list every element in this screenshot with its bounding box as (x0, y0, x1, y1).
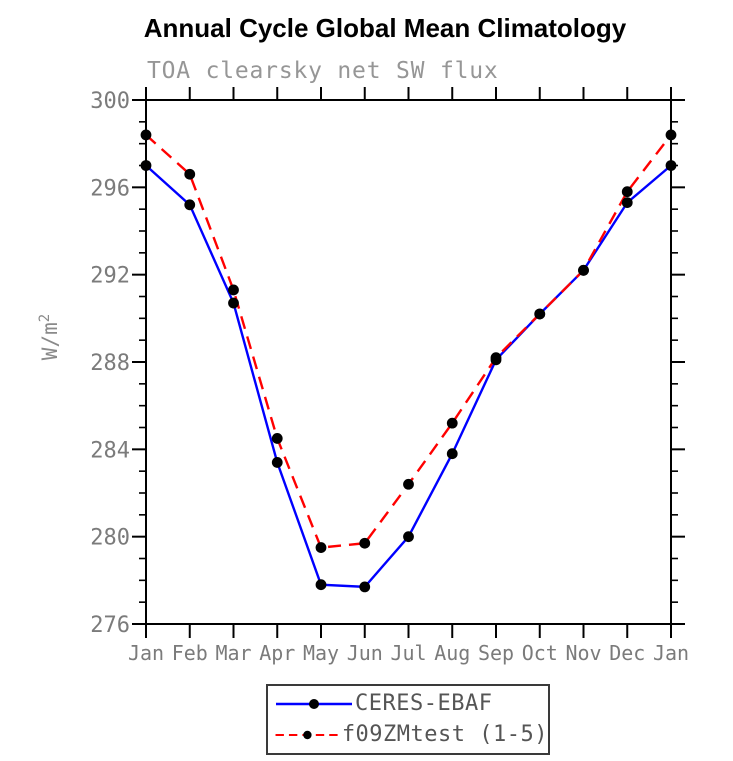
x-tick-label: Jan (653, 641, 689, 665)
x-tick-label: Mar (215, 641, 251, 665)
data-point-marker (446, 448, 458, 460)
x-tick-label: Apr (259, 641, 295, 665)
legend-box: CERES-EBAF f09ZMtest (1-5) (266, 684, 550, 755)
legend-line-sample (275, 731, 340, 740)
y-tick-label: 276 (90, 613, 130, 638)
data-point-marker (578, 264, 589, 276)
x-tick-label: Dec (609, 641, 645, 665)
y-tick-label: 288 (90, 351, 130, 376)
y-tick-label: 292 (90, 264, 130, 289)
x-tick-label: May (303, 641, 339, 665)
x-tick-label: Jan (128, 641, 164, 665)
data-point-marker (315, 542, 327, 553)
data-point-marker (228, 284, 239, 296)
y-tick-label: 284 (90, 438, 130, 463)
legend-item-ceres-ebaf: CERES-EBAF (273, 690, 548, 716)
x-tick-label: Jul (390, 641, 426, 665)
legend-line-sample (276, 698, 352, 709)
data-point-marker (403, 531, 414, 543)
data-point-marker (184, 199, 196, 211)
data-point-marker (359, 581, 371, 593)
data-point-marker (315, 579, 327, 591)
x-tick-label: Nov (565, 641, 601, 665)
y-axis-tick-labels: 276 280 284 288 292 296 300 (90, 89, 130, 638)
series-markers-1 (140, 129, 677, 553)
plot-border (145, 99, 672, 625)
data-point-marker (621, 197, 633, 209)
data-point-marker (621, 186, 633, 198)
y-axis-title: W/m2 (37, 314, 62, 360)
data-point-marker (490, 352, 502, 364)
data-point-marker (140, 129, 152, 141)
x-axis-tick-labels: Jan Feb Mar Apr May Jun Jul Aug Sep Oct Nov Dec Jan (128, 641, 689, 665)
data-point-marker (665, 160, 677, 171)
y-tick-label: 296 (90, 176, 130, 201)
data-point-marker (271, 433, 283, 444)
chart-subtitle: TOA clearsky net SW flux (147, 58, 499, 84)
series-markers-0 (140, 160, 677, 593)
data-point-marker (228, 297, 239, 309)
y-axis-title-text: W/m2 (37, 314, 62, 360)
x-tick-label: Feb (172, 641, 208, 665)
data-point-marker (446, 417, 458, 429)
data-point-marker (665, 129, 677, 141)
data-point-marker (403, 478, 414, 490)
legend-label: f09ZMtest (1-5) (341, 722, 548, 748)
legend-label: CERES-EBAF (355, 690, 493, 716)
data-point-marker (184, 168, 196, 180)
x-tick-label: Jun (347, 641, 383, 665)
data-point-marker (534, 308, 546, 320)
data-point-marker (271, 457, 283, 468)
chart-title: Annual Cycle Global Mean Climatology (143, 13, 627, 43)
data-point-marker (140, 160, 152, 171)
x-axis-ticks (145, 87, 672, 638)
series-line-0 (145, 164, 672, 589)
y-tick-label: 300 (90, 89, 130, 114)
y-axis-ticks (132, 99, 685, 625)
y-tick-label: 280 (90, 526, 130, 551)
x-tick-label: Oct (522, 641, 558, 665)
data-point-marker (359, 537, 371, 549)
x-tick-label: Sep (478, 641, 514, 665)
x-tick-label: Aug (434, 641, 470, 665)
legend-item-f09zmtest: f09ZMtest (1-5) (273, 724, 548, 746)
